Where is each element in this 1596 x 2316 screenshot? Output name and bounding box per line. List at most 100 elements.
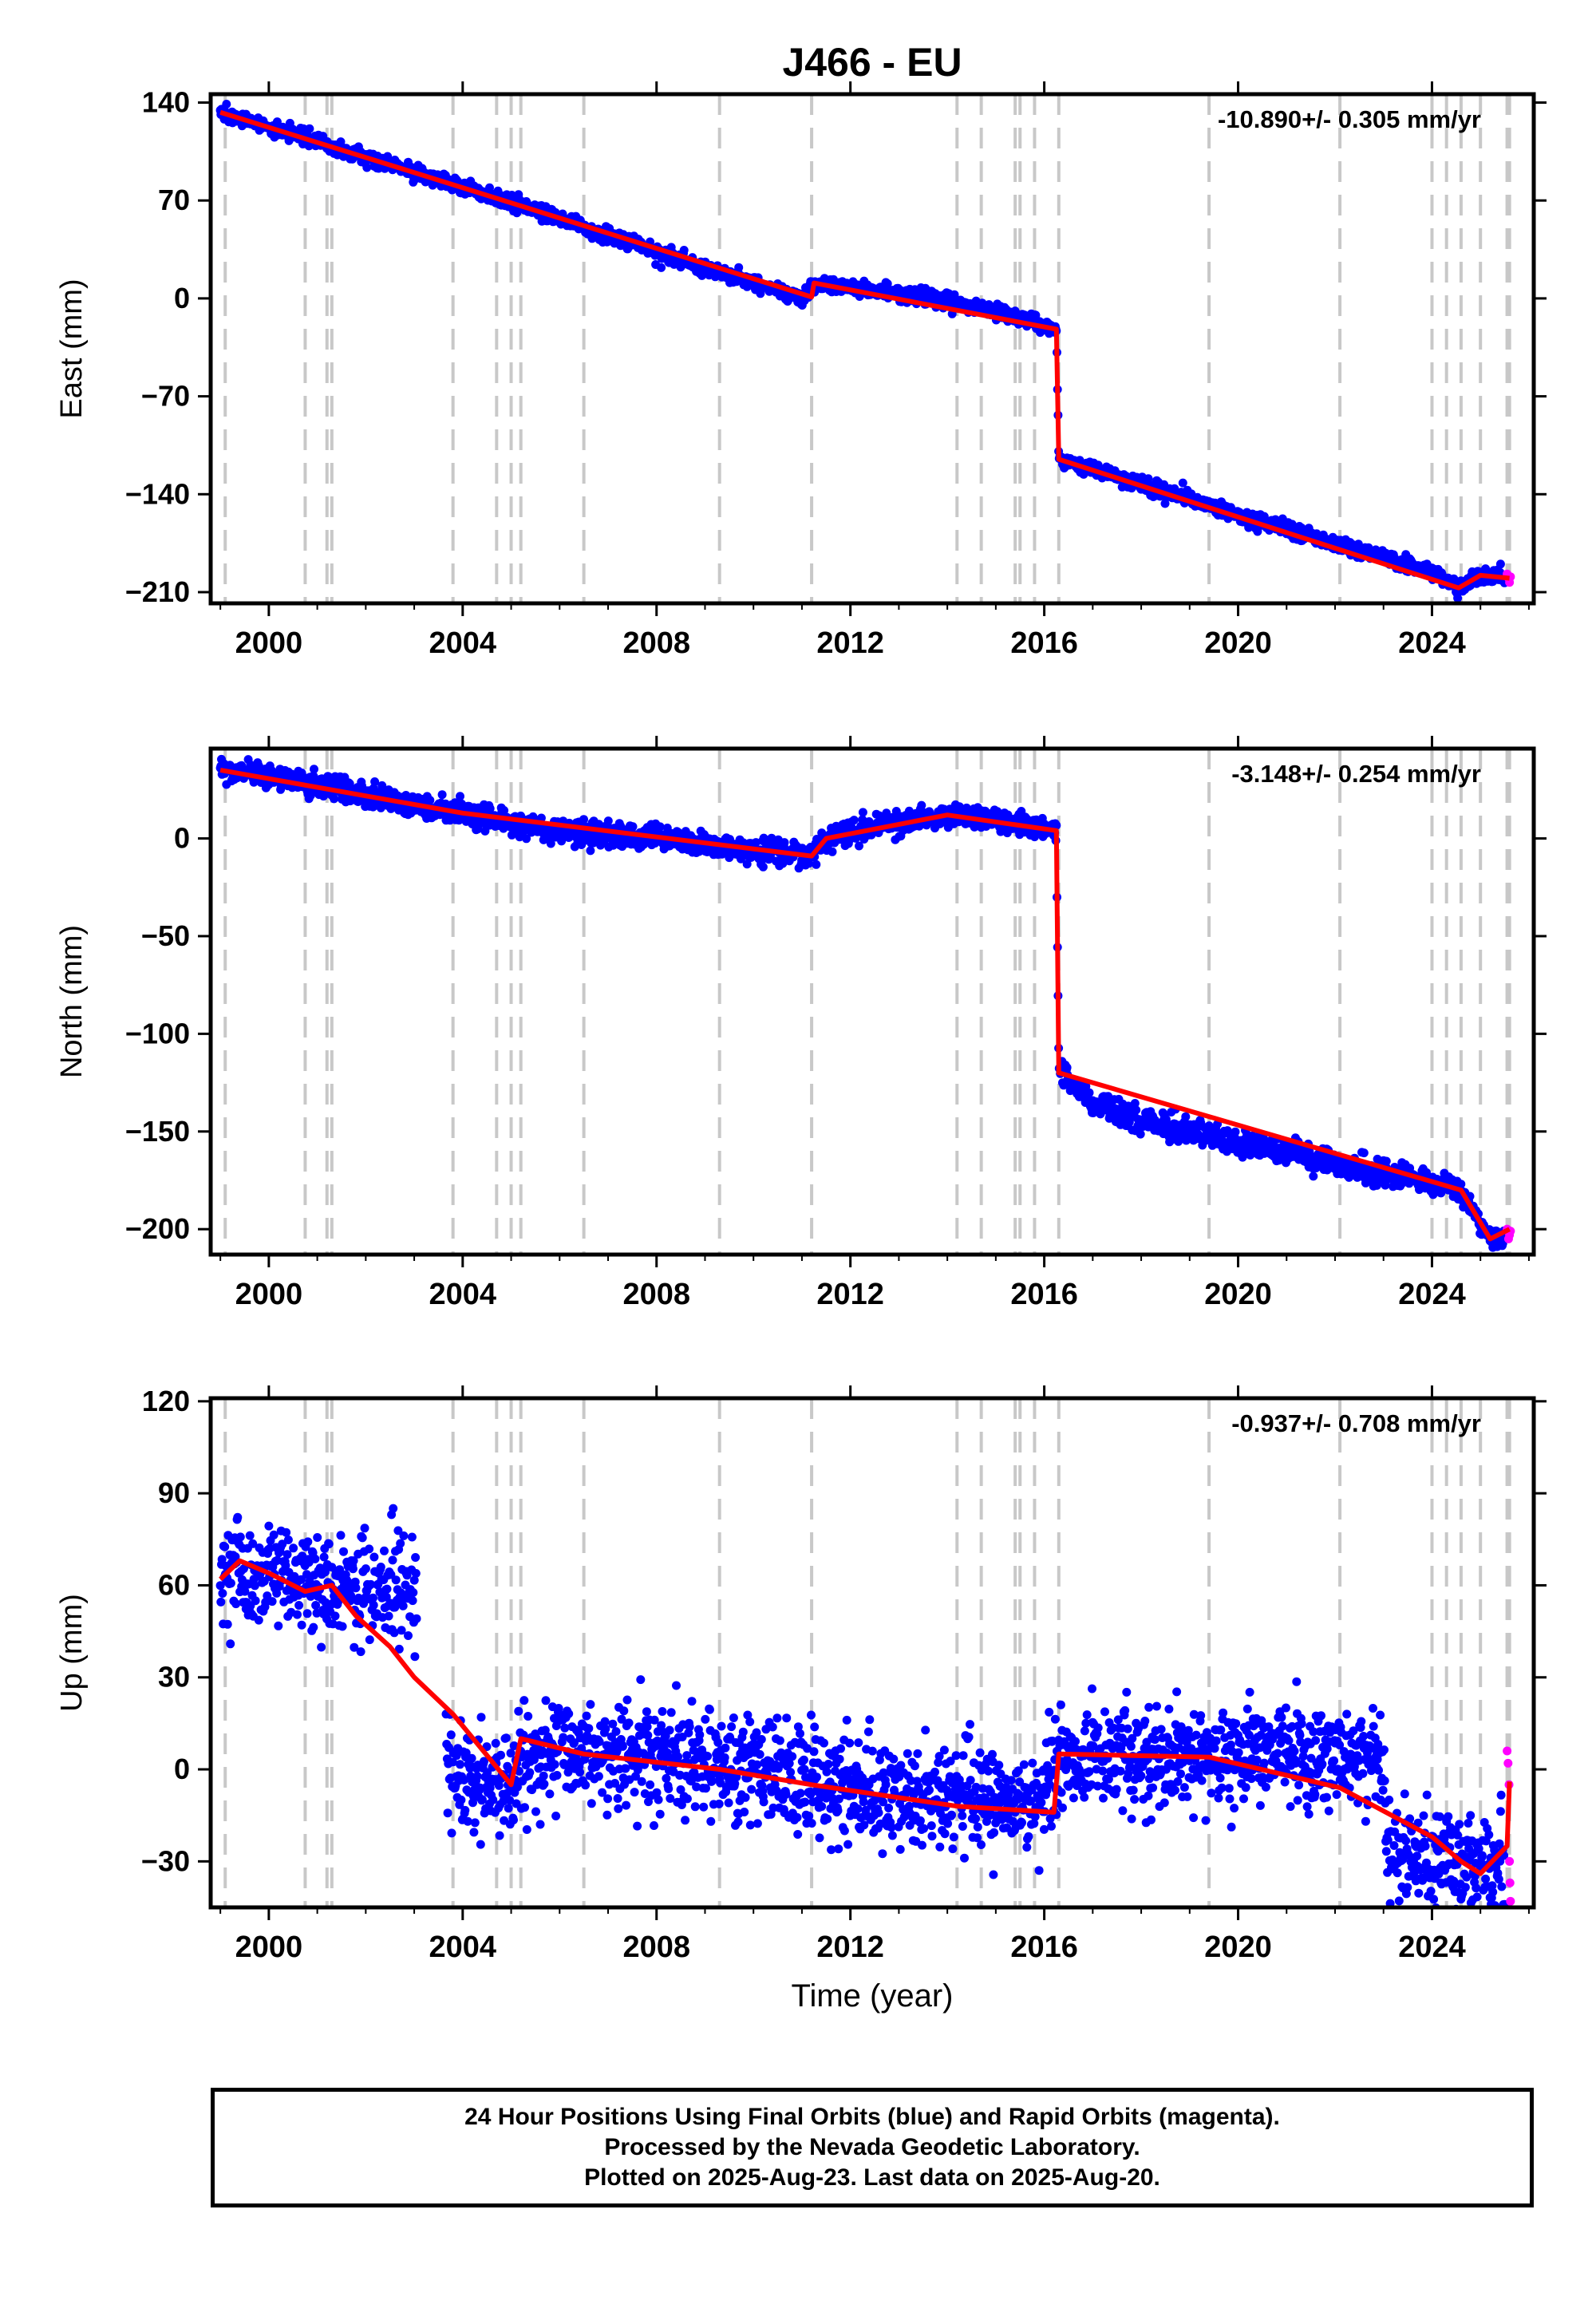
y-tick-label: −70: [141, 380, 190, 413]
final-orbit-point: [425, 796, 435, 805]
final-orbit-point: [546, 839, 555, 848]
x-tick-label: 2004: [429, 1278, 497, 1311]
final-orbit-point: [263, 1591, 272, 1601]
final-orbit-point: [849, 816, 859, 825]
final-orbit-point: [1130, 1099, 1140, 1108]
x-tick-label: 2008: [622, 626, 690, 660]
final-orbit-point: [858, 808, 867, 817]
final-orbit-point: [226, 1639, 235, 1649]
x-tick-label: 2020: [1204, 1278, 1272, 1311]
final-orbit-point: [758, 862, 768, 871]
x-tick-label: 2024: [1398, 626, 1466, 660]
rate-label: -3.148+/- 0.254 mm/yr: [1231, 760, 1481, 788]
final-orbit-point: [245, 1531, 255, 1540]
final-orbit-point: [264, 1521, 274, 1531]
final-orbit-point: [1062, 1063, 1072, 1073]
final-orbit-point: [437, 790, 447, 800]
y-tick-label: 140: [142, 86, 190, 119]
final-orbit-point: [226, 1579, 235, 1588]
final-orbit-point: [828, 847, 837, 856]
final-orbit-point: [1453, 594, 1463, 603]
final-orbit-point: [579, 815, 588, 824]
final-orbit-point: [223, 1619, 232, 1629]
final-orbit-point: [657, 263, 666, 272]
final-orbit-point: [742, 860, 752, 869]
y-tick-label: −50: [141, 919, 190, 952]
final-orbit-point: [1381, 1156, 1391, 1166]
x-tick-label: 2008: [622, 1278, 690, 1311]
x-tick-label: 2004: [429, 626, 497, 660]
x-tick-label: 2012: [816, 626, 884, 660]
final-orbit-point: [522, 834, 531, 844]
y-tick-label: −210: [125, 575, 190, 608]
final-orbit-point: [305, 124, 314, 133]
plot-frame: [208, 92, 1536, 606]
final-orbit-point: [248, 1539, 258, 1548]
plot-area-east: [215, 94, 1515, 603]
final-orbit-point: [1132, 1105, 1141, 1115]
y-tick-label: −200: [125, 1212, 190, 1245]
y-tick-label: −100: [125, 1017, 190, 1049]
final-orbit-point: [215, 1581, 225, 1591]
final-orbit-point: [1231, 1127, 1240, 1136]
final-orbit-point: [679, 246, 689, 255]
final-orbit-point: [274, 1621, 283, 1630]
final-orbit-point: [297, 1620, 306, 1630]
final-orbit-point: [751, 838, 760, 848]
final-orbit-point: [996, 827, 1005, 836]
final-orbit-point: [216, 1597, 226, 1607]
final-orbit-point: [310, 765, 318, 774]
final-orbit-point: [269, 1530, 279, 1539]
final-orbit-point: [734, 263, 744, 272]
final-orbit-point: [603, 816, 613, 826]
final-orbit-point: [362, 163, 372, 172]
x-tick-label: 2016: [1010, 1278, 1078, 1311]
final-orbit-point: [917, 800, 926, 810]
final-orbit-point: [1309, 1172, 1318, 1181]
model-line: [219, 767, 1511, 1242]
final-orbit-point: [456, 792, 464, 801]
final-orbits-points: [215, 100, 1509, 603]
final-orbit-point: [251, 1596, 260, 1606]
final-orbit-point: [278, 1539, 287, 1549]
final-orbit-point: [233, 1512, 243, 1522]
y-tick-label: 0: [174, 282, 190, 314]
final-orbit-point: [485, 804, 495, 813]
final-orbit-point: [267, 1597, 277, 1607]
final-orbit-point: [904, 806, 914, 816]
x-tick-label: 2024: [1398, 1278, 1466, 1311]
final-orbit-point: [240, 1587, 250, 1596]
final-orbit-point: [231, 1599, 241, 1609]
final-orbit-point: [282, 1550, 292, 1559]
y-axis-label: North (mm): [55, 925, 89, 1078]
final-orbit-point: [220, 1542, 230, 1551]
final-orbit-point: [500, 806, 509, 815]
plot-area-north: [215, 749, 1515, 1255]
panel-north: 0 −50 −100 −150 −200 2000 2004 2008 2012 2016 2020…: [55, 736, 1547, 1311]
final-orbit-point: [812, 860, 821, 869]
final-orbit-point: [1084, 1088, 1094, 1097]
final-orbit-point: [254, 1615, 263, 1625]
final-orbit-point: [1181, 1112, 1191, 1121]
y-tick-label: 0: [174, 822, 190, 855]
x-tick-label: 2016: [1010, 626, 1078, 660]
final-orbits-points: [215, 1504, 1509, 1907]
y-tick-label: −150: [125, 1115, 190, 1148]
y-tick-label: 70: [158, 184, 190, 216]
final-orbit-point: [239, 1564, 248, 1574]
final-orbit-point: [767, 833, 776, 843]
x-tick-label: 2012: [816, 1278, 884, 1311]
final-orbit-point: [222, 100, 231, 109]
x-tick-label: 2000: [235, 626, 303, 660]
final-orbit-point: [1160, 499, 1170, 508]
final-orbit-point: [296, 1575, 306, 1584]
rate-label: -10.890+/- 0.305 mm/yr: [1218, 105, 1481, 133]
final-orbit-point: [1136, 1129, 1145, 1139]
y-axis-label: East (mm): [55, 279, 89, 418]
final-orbit-point: [235, 1532, 245, 1542]
x-tick-label: 2000: [235, 1278, 303, 1311]
